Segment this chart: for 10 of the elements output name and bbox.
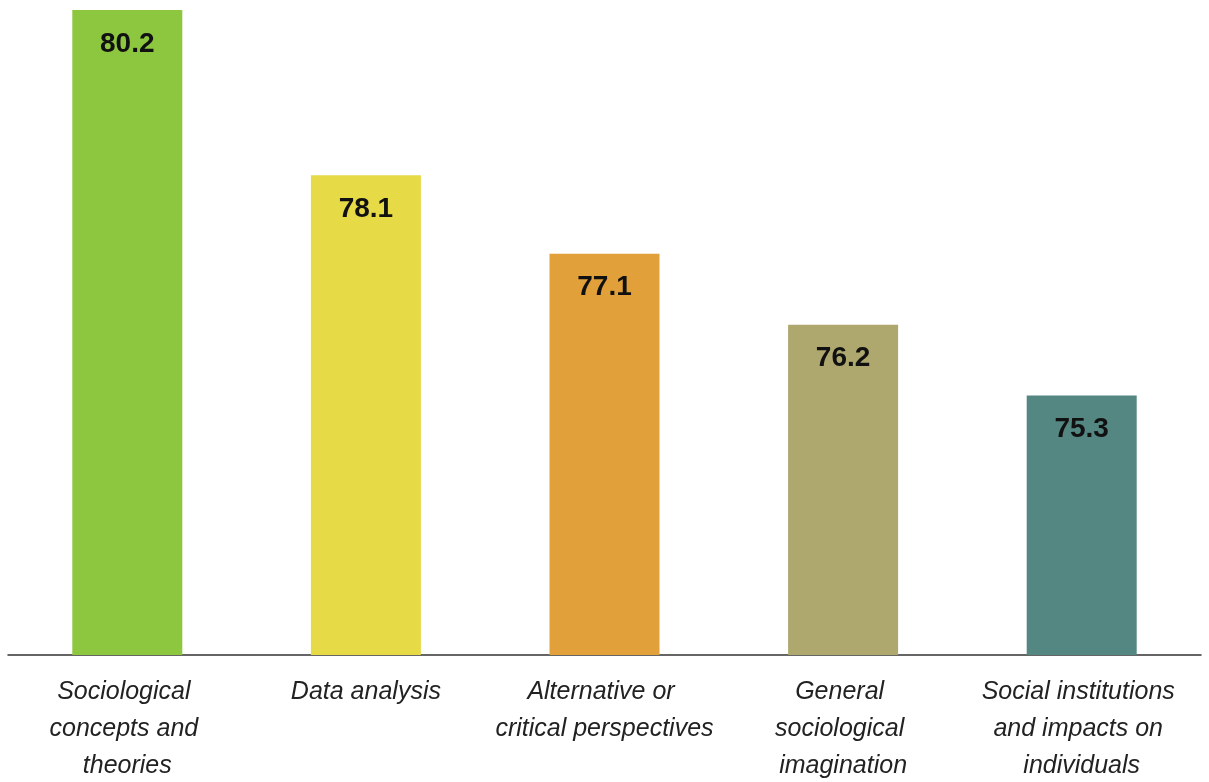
x-tick-label: General sociological imagination <box>775 675 912 778</box>
x-tick-label: Alternative or critical perspectives <box>495 675 714 741</box>
data-label: 80.2 <box>100 26 155 58</box>
x-tick-label: Data analysis <box>290 675 441 704</box>
data-label: 77.1 <box>577 270 632 302</box>
data-label: 78.1 <box>338 191 394 223</box>
data-label: 75.3 <box>1054 411 1109 443</box>
x-tick-label: Sociological concepts and theories <box>49 675 206 778</box>
x-tick-label: Social institutions and impacts on individuals <box>981 675 1182 778</box>
data-label: 76.2 <box>815 341 871 373</box>
